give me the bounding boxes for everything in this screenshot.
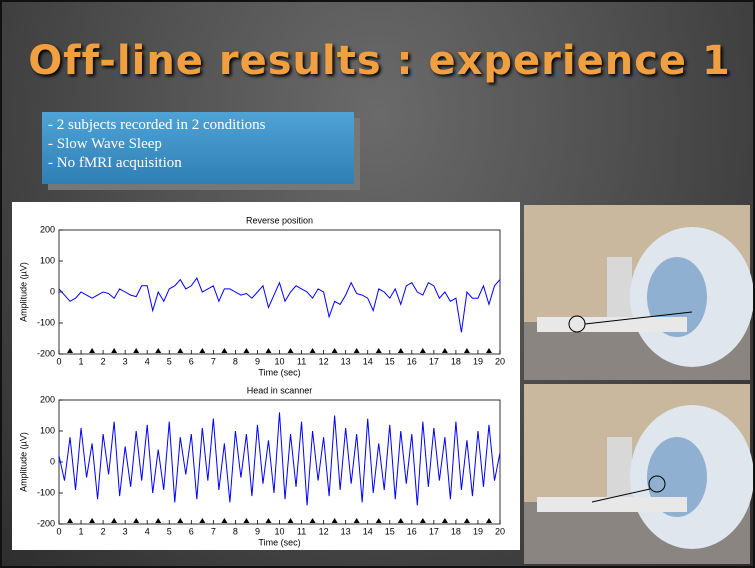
x-tick-label: 20 xyxy=(495,356,505,366)
x-tick-label: 6 xyxy=(189,356,194,366)
x-tick-label: 19 xyxy=(473,526,483,536)
x-tick-label: 5 xyxy=(167,526,172,536)
y-tick-label: -100 xyxy=(37,487,55,497)
x-tick-label: 9 xyxy=(255,356,260,366)
chart-title: Reverse position xyxy=(246,215,313,225)
x-tick-label: 13 xyxy=(341,526,351,536)
x-tick-label: 3 xyxy=(123,526,128,536)
photo xyxy=(524,384,754,564)
x-axis-label: Time (sec) xyxy=(258,537,300,547)
x-tick-label: 7 xyxy=(211,356,216,366)
y-tick-label: 200 xyxy=(40,224,55,234)
x-tick-label: 4 xyxy=(145,526,150,536)
x-tick-label: 11 xyxy=(297,356,306,366)
y-axis-label: Amplitude (µV) xyxy=(18,432,28,492)
y-tick-label: -200 xyxy=(37,518,55,528)
y-tick-label: 100 xyxy=(40,425,55,435)
x-tick-label: 1 xyxy=(79,356,84,366)
y-axis-label: Amplitude (µV) xyxy=(18,262,28,322)
x-tick-label: 18 xyxy=(451,526,461,536)
x-tick-label: 10 xyxy=(274,356,284,366)
x-tick-label: 2 xyxy=(101,356,106,366)
charts: Reverse position Time (sec) Amplitude (µV)… xyxy=(2,2,755,568)
x-tick-label: 14 xyxy=(363,526,373,536)
x-tick-label: 18 xyxy=(451,356,461,366)
x-tick-label: 10 xyxy=(274,526,284,536)
x-tick-label: 16 xyxy=(407,356,417,366)
y-tick-label: -200 xyxy=(37,348,55,358)
x-tick-label: 15 xyxy=(385,356,395,366)
photo xyxy=(524,205,754,380)
x-tick-label: 14 xyxy=(363,356,373,366)
x-tick-label: 7 xyxy=(211,526,216,536)
x-tick-label: 17 xyxy=(429,356,439,366)
x-tick-label: 9 xyxy=(255,526,260,536)
x-tick-label: 13 xyxy=(341,356,351,366)
chart-title: Head in scanner xyxy=(247,385,313,395)
x-tick-label: 3 xyxy=(123,356,128,366)
x-tick-label: 0 xyxy=(56,356,61,366)
x-tick-label: 8 xyxy=(233,526,238,536)
x-tick-label: 1 xyxy=(79,526,84,536)
x-tick-label: 11 xyxy=(297,526,306,536)
y-tick-label: 100 xyxy=(40,255,55,265)
y-tick-label: -100 xyxy=(37,317,55,327)
x-tick-label: 8 xyxy=(233,356,238,366)
x-axis-label: Time (sec) xyxy=(258,367,300,377)
slide: Off-line results : experience 1 - 2 subj… xyxy=(0,0,755,568)
x-tick-label: 2 xyxy=(101,526,106,536)
x-tick-label: 5 xyxy=(167,356,172,366)
x-tick-label: 12 xyxy=(319,356,329,366)
x-tick-label: 0 xyxy=(56,526,61,536)
x-tick-label: 6 xyxy=(189,526,194,536)
x-tick-label: 15 xyxy=(385,526,395,536)
x-tick-label: 12 xyxy=(319,526,329,536)
x-tick-label: 19 xyxy=(473,356,483,366)
y-tick-label: 0 xyxy=(50,286,55,296)
y-tick-label: 200 xyxy=(40,394,55,404)
x-tick-label: 4 xyxy=(145,356,150,366)
y-tick-label: 0 xyxy=(50,456,55,466)
x-tick-label: 20 xyxy=(495,526,505,536)
x-tick-label: 16 xyxy=(407,526,417,536)
x-tick-label: 17 xyxy=(429,526,439,536)
